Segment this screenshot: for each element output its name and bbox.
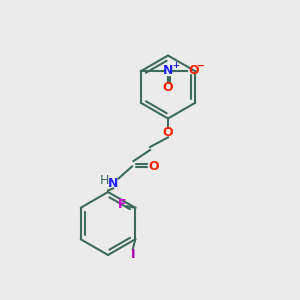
Text: O: O <box>162 81 173 94</box>
Text: I: I <box>130 248 135 261</box>
Text: H: H <box>99 174 109 187</box>
Text: F: F <box>118 198 126 211</box>
Text: O: O <box>163 125 173 139</box>
Text: O: O <box>148 160 159 173</box>
Text: −: − <box>197 61 206 71</box>
Text: +: + <box>172 61 179 70</box>
Text: O: O <box>188 64 199 77</box>
Text: N: N <box>163 64 173 77</box>
Text: N: N <box>108 177 118 190</box>
